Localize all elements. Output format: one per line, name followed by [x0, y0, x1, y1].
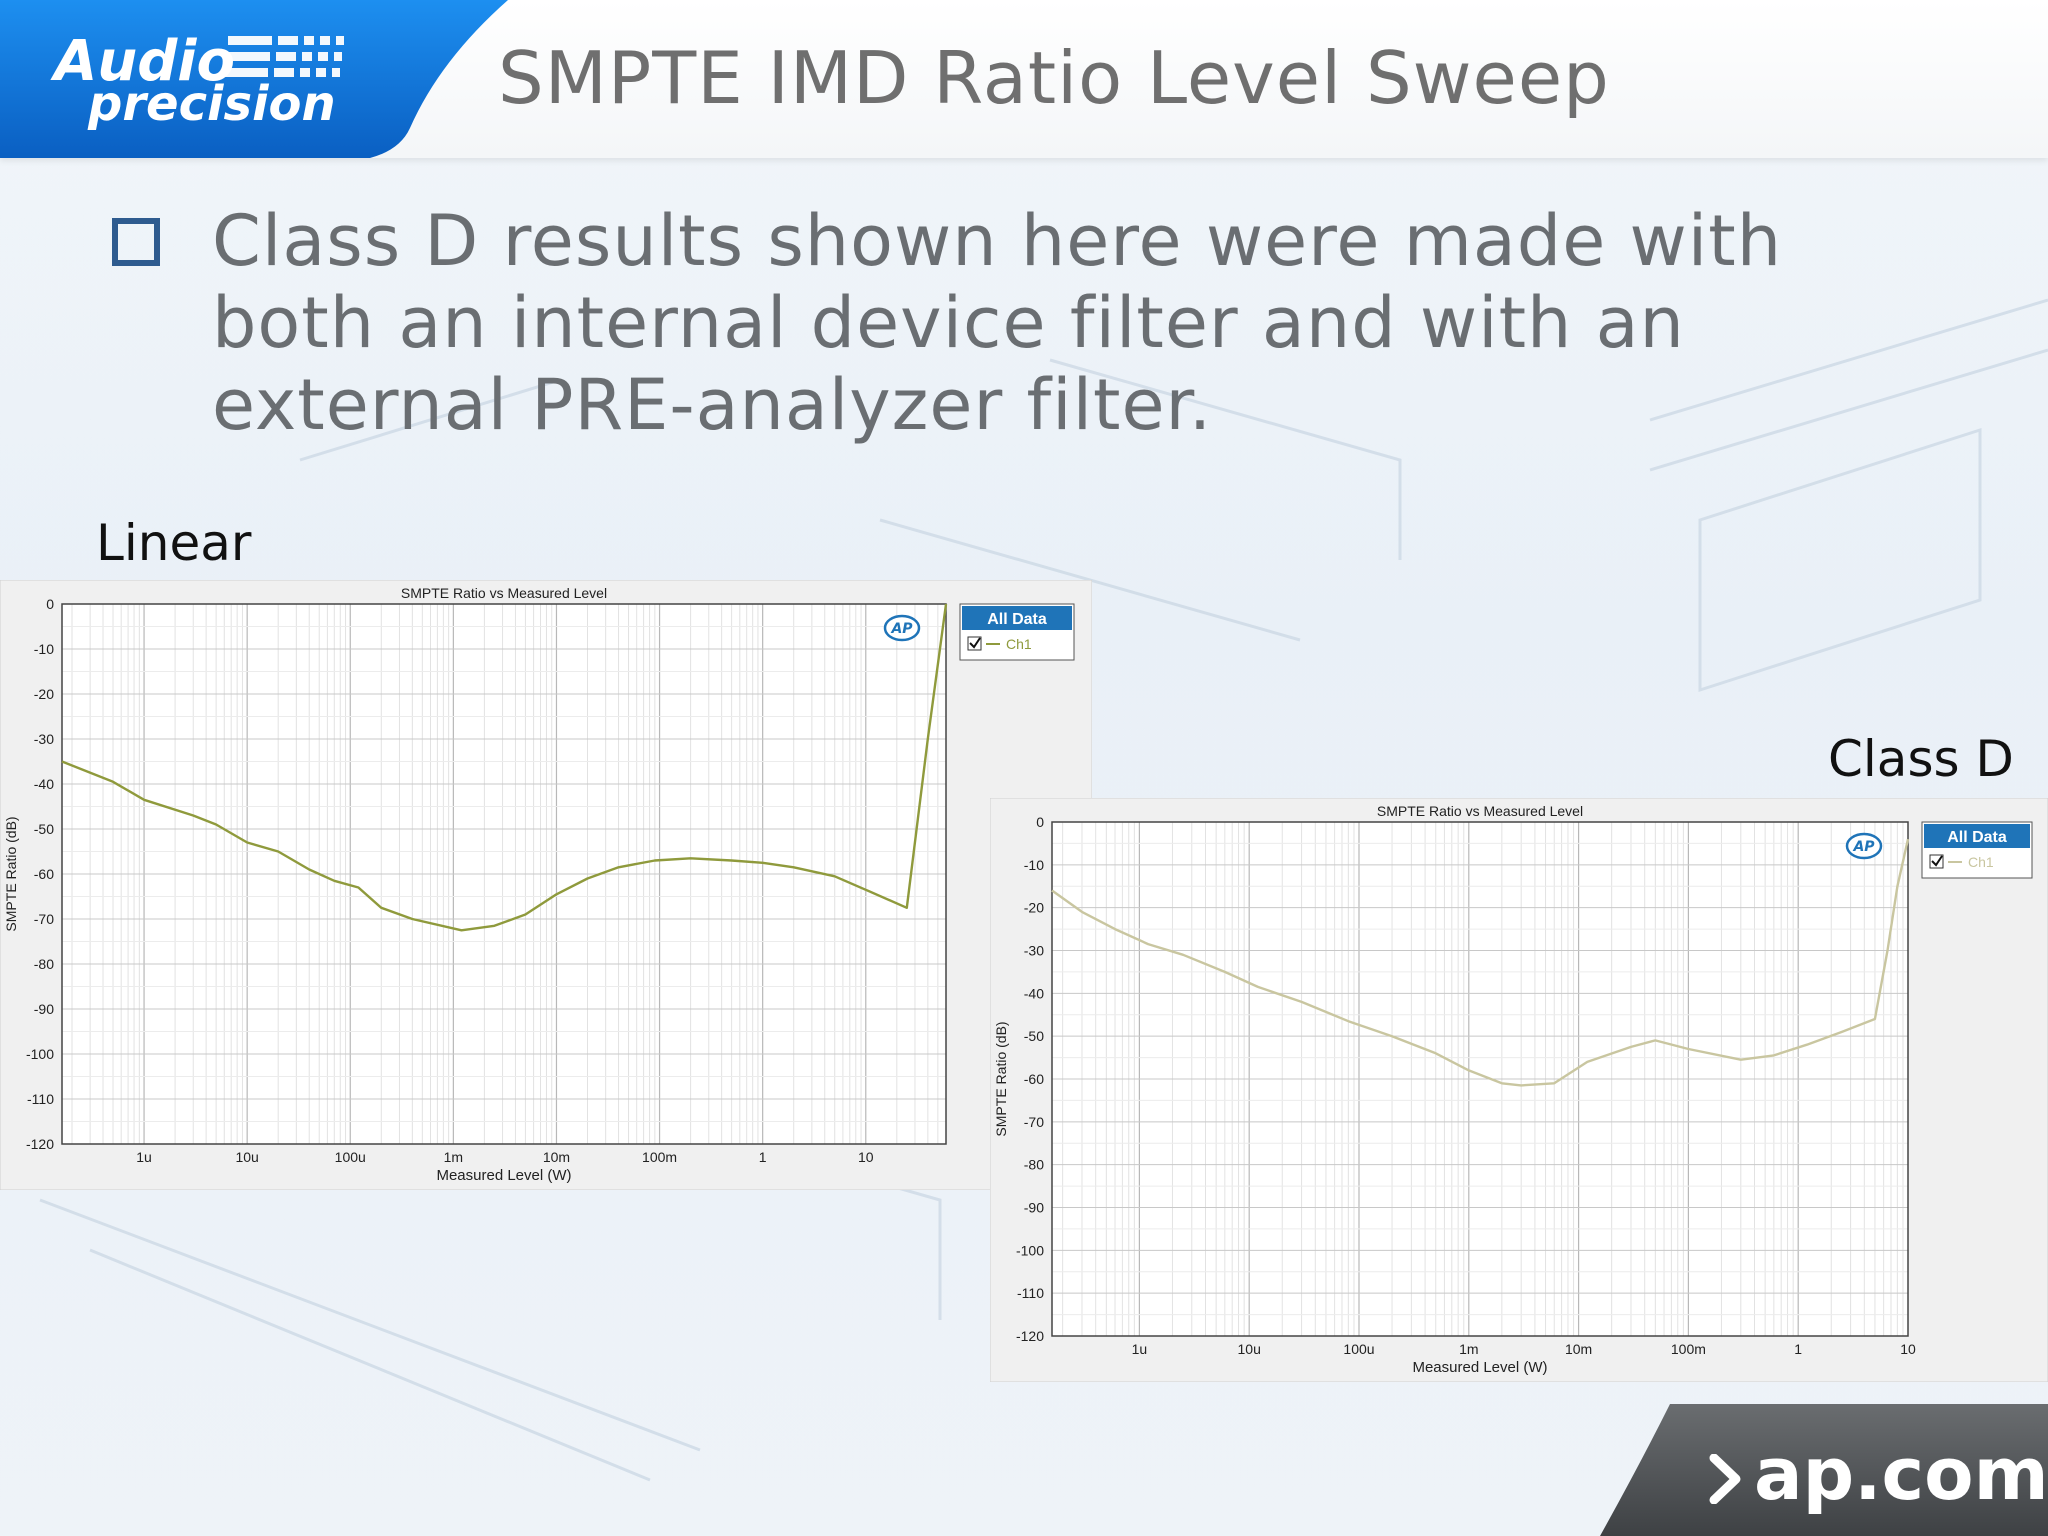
checkmark-icon	[969, 637, 981, 649]
legend-entry: Ch1	[1968, 854, 1994, 870]
legend-entry: Ch1	[1006, 636, 1032, 652]
y-tick-label: -120	[26, 1136, 54, 1152]
ap-badge-text: AP	[890, 621, 913, 637]
checkmark-icon	[1931, 855, 1943, 867]
legend-header: All Data	[987, 611, 1047, 628]
y-tick-label: -70	[1024, 1114, 1044, 1130]
x-tick-label: 1m	[1459, 1341, 1478, 1357]
plot-frame	[61, 603, 947, 1145]
y-tick-label: -70	[34, 911, 54, 927]
logo-line1: Audio	[50, 29, 235, 94]
x-tick-label: 100m	[642, 1149, 677, 1165]
legend-header: All Data	[1947, 829, 2007, 846]
x-tick-label: 10u	[1238, 1341, 1261, 1357]
chart-title: SMPTE Ratio vs Measured Level	[401, 585, 607, 601]
linear-chart-label: Linear	[96, 514, 252, 572]
y-tick-label: -60	[34, 866, 54, 882]
classd-chart-panel: 0 -10 -20 -30 -40 -50 -60 -70 -80 -90 -100 -110 -120…	[990, 798, 2048, 1382]
ap-badge-icon	[1845, 832, 1883, 860]
x-tick-label: 100m	[1671, 1341, 1706, 1357]
x-tick-label: 10	[858, 1149, 874, 1165]
gridlines	[62, 603, 946, 1145]
x-tick-label: 100u	[1343, 1341, 1374, 1357]
x-axis-label: Measured Level (W)	[1412, 1359, 1547, 1376]
x-tick-label: 10m	[543, 1149, 570, 1165]
series-line-ch1	[61, 603, 948, 932]
linear-chart: 0-10-20-30-40-50-60-70-80-90-100-110-120…	[0, 580, 1092, 1190]
slide-title: SMPTE IMD Ratio Level Sweep	[498, 36, 1610, 120]
x-tick-label: 1	[759, 1149, 767, 1165]
x-tick-label: 10	[1900, 1341, 1916, 1357]
y-tick-label: -10	[34, 641, 54, 657]
y-tick-label: -60	[1024, 1071, 1044, 1087]
x-tick-label: 100u	[335, 1149, 366, 1165]
x-tick-label: 1m	[444, 1149, 463, 1165]
y-tick-label: -30	[1024, 943, 1044, 959]
y-tick-label: -90	[34, 1001, 54, 1017]
y-tick-label: -100	[26, 1046, 54, 1062]
bullet-square-icon	[112, 218, 160, 266]
x-tick-label: 1	[1794, 1341, 1802, 1357]
y-axis-label: SMPTE Ratio (dB)	[3, 816, 19, 931]
y-tick-label: -100	[1016, 1242, 1044, 1258]
y-axis-label: SMPTE Ratio (dB)	[993, 1021, 1009, 1136]
y-tick-label: -110	[1017, 1285, 1044, 1301]
y-tick-label: -40	[34, 776, 54, 792]
y-tick-label: -80	[1024, 1157, 1044, 1173]
y-tick-label: -110	[27, 1091, 54, 1107]
ap-badge-icon	[883, 614, 921, 642]
y-tick-label: -30	[34, 731, 54, 747]
classd-chart: 0 -10 -20 -30 -40 -50 -60 -70 -80 -90 -100 -110 -120…	[990, 798, 2048, 1382]
x-axis-label: Measured Level (W)	[436, 1167, 571, 1184]
y-tick-label: -20	[1024, 900, 1044, 916]
series-line-ch1	[1051, 838, 1910, 1087]
y-tick-label: -10	[1024, 857, 1044, 873]
y-tick-label: 0	[1036, 814, 1044, 830]
bullet-text: Class D results shown here were made wit…	[212, 200, 1783, 446]
y-tick-label: -120	[1016, 1328, 1044, 1344]
y-tick-label: -20	[34, 686, 54, 702]
y-tick-label: -90	[1024, 1200, 1044, 1216]
chart-title: SMPTE Ratio vs Measured Level	[1377, 803, 1583, 819]
legend-header-bg	[962, 606, 1072, 630]
audio-precision-logo: Audio precision	[0, 0, 508, 158]
x-tick-label: 10u	[235, 1149, 258, 1165]
x-tick-label: 10m	[1565, 1341, 1592, 1357]
y-tick-label: -40	[1024, 985, 1044, 1001]
ap-badge-text: AP	[1852, 839, 1875, 855]
logo-line2: precision	[87, 76, 336, 132]
legend-header-bg	[1924, 824, 2030, 848]
classd-chart-label: Class D	[1828, 730, 2014, 788]
x-tick-label: 1u	[136, 1149, 152, 1165]
y-tick-label: 0	[46, 596, 54, 612]
plot-frame	[1051, 821, 1909, 1337]
gridlines	[1052, 821, 1908, 1337]
footer-website[interactable]: ap.com	[1754, 1432, 2048, 1516]
chevron-right-icon	[1709, 1454, 1741, 1504]
y-tick-label: -50	[34, 821, 54, 837]
y-tick-label: -80	[34, 956, 54, 972]
linear-chart-panel: 0 -10 -20 -30 -40 -50 -60 -70 -80 -90 -100 -110 -120…	[0, 580, 1092, 1190]
y-tick-label: -50	[1024, 1028, 1044, 1044]
x-tick-label: 1u	[1132, 1341, 1148, 1357]
